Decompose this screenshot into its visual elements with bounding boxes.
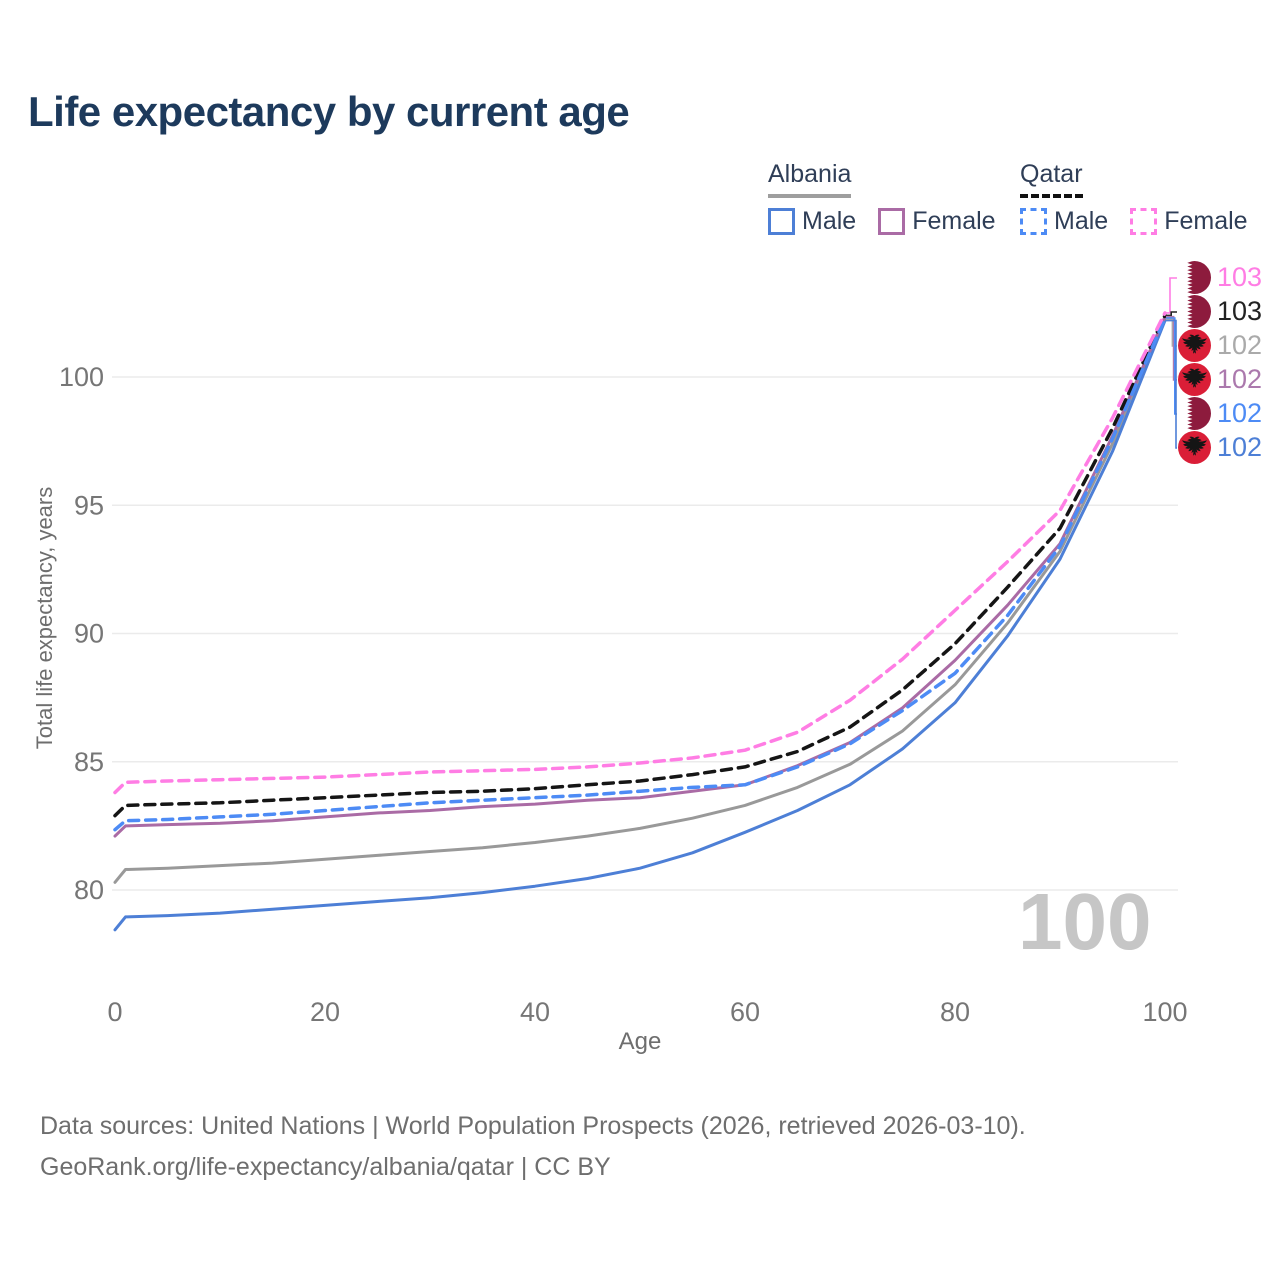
series-line-qatar-female [113, 311, 1167, 795]
legend-item-qatar-male[interactable]: Male [1020, 207, 1108, 236]
end-label-value: 102 [1217, 398, 1263, 428]
series-line-qatar-male [113, 316, 1167, 832]
end-label-row-5: 102 [1178, 431, 1262, 464]
y-axis-title: Total life expectancy, years [32, 486, 57, 750]
qatar-flag-icon [1178, 295, 1211, 328]
end-label-value: 103 [1217, 296, 1263, 326]
series-line-albania-female [113, 315, 1167, 838]
x-axis-title: Age [618, 1028, 662, 1055]
page-title: Life expectancy by current age [28, 88, 630, 135]
y-tick-label-100: 100 [59, 362, 104, 392]
y-tick-label-95: 95 [74, 490, 104, 520]
legend-country-qatar: Qatar [1020, 160, 1083, 198]
series-line-albania-male [113, 319, 1167, 932]
footer-attribution: GeoRank.org/life-expectancy/albania/qata… [40, 1153, 611, 1181]
legend-swatch-qatar-male[interactable] [1020, 208, 1047, 235]
leader-line-5 [1166, 319, 1177, 449]
legend-swatch-qatar-female[interactable] [1130, 208, 1158, 235]
legend-group-albania: Albania Male Female [768, 160, 996, 236]
end-label-value: 102 [1217, 432, 1263, 462]
legend-item-albania-male[interactable]: Male [768, 207, 856, 236]
x-tick-label-20: 20 [310, 997, 340, 1027]
end-label-value: 102 [1217, 330, 1263, 360]
legend-swatch-albania-female[interactable] [878, 208, 906, 235]
legend-item-qatar-female[interactable]: Female [1130, 207, 1248, 236]
legend-label-albania-male: Male [802, 207, 857, 235]
end-label-row-2: 102 [1178, 329, 1262, 362]
albania-flag-icon [1178, 329, 1211, 362]
albania-flag-icon [1178, 431, 1211, 464]
footer: Data sources: United Nations | World Pop… [40, 1106, 1026, 1188]
series-line-qatar-both-sexes [113, 313, 1167, 818]
y-tick-label-85: 85 [74, 747, 104, 777]
y-tick-label-80: 80 [74, 875, 104, 905]
footer-datasource: Data sources: United Nations | World Pop… [40, 1112, 1026, 1140]
legend-item-albania-female[interactable]: Female [878, 207, 996, 236]
series-line-albania-both-sexes [113, 317, 1167, 884]
x-tick-label-60: 60 [730, 997, 760, 1027]
end-label-row-0: 103 [1178, 261, 1262, 294]
x-tick-label-0: 0 [107, 997, 122, 1027]
leader-line-0 [1166, 277, 1177, 314]
legend-label-qatar-female: Female [1164, 207, 1248, 235]
albania-flag-icon [1178, 363, 1211, 396]
leader-line-1 [1166, 311, 1177, 317]
legend-label-qatar-male: Male [1054, 207, 1109, 235]
y-tick-label-90: 90 [74, 619, 104, 649]
legend-country-albania: Albania [768, 160, 852, 198]
end-label-row-4: 102 [1178, 397, 1262, 430]
legend-group-qatar: Qatar Male Female [1020, 160, 1248, 236]
end-label-row-3: 102 [1178, 363, 1262, 396]
legend-label-albania-female: Female [912, 207, 996, 235]
end-label-value: 103 [1217, 262, 1263, 292]
qatar-flag-icon [1178, 397, 1211, 430]
legend-swatch-albania-male[interactable] [768, 208, 795, 235]
x-tick-label-40: 40 [520, 997, 550, 1027]
qatar-flag-icon [1178, 261, 1211, 294]
x-tick-label-80: 80 [940, 997, 970, 1027]
end-label-value: 102 [1217, 364, 1263, 394]
x-tick-label-100: 100 [1142, 997, 1187, 1027]
end-label-row-1: 103 [1178, 295, 1262, 328]
hover-age-watermark: 100 [1018, 877, 1152, 966]
